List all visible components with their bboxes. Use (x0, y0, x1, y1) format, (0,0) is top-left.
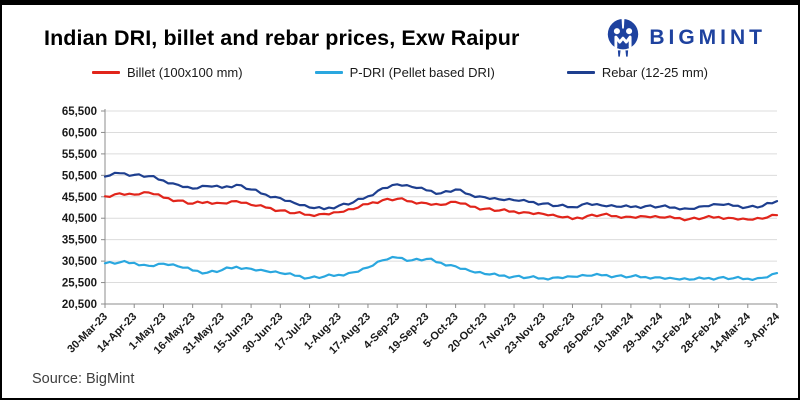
legend-swatch-pdri (314, 71, 343, 74)
series-line-p-dri (103, 255, 779, 281)
legend-item-rebar: Rebar (12-25 mm) (566, 65, 709, 80)
y-tick-label: 55,500 (62, 149, 97, 161)
legend-label: Billet (100x100 mm) (126, 65, 243, 80)
y-tick-label: 45,500 (62, 192, 97, 204)
chart-title: Indian DRI, billet and rebar prices, Exw… (44, 26, 520, 50)
y-tick-label: 30,500 (62, 256, 97, 268)
bigmint-logo-text: BIGMINT (649, 26, 766, 49)
y-tick-label: 40,500 (62, 213, 97, 225)
series-line-rebar (103, 171, 779, 211)
series-line-billet (103, 191, 779, 222)
legend-label: Rebar (12-25 mm) (601, 65, 709, 80)
y-tick-label: 65,500 (62, 106, 97, 118)
bigmint-logo-icon (608, 18, 639, 57)
legend-item-billet: Billet (100x100 mm) (91, 65, 243, 80)
bigmint-logo: BIGMINT (604, 16, 766, 60)
y-tick-label: 20,500 (62, 299, 97, 311)
source-note: Source: BigMint (32, 371, 135, 387)
y-tick-label: 50,500 (62, 170, 97, 182)
y-tick-label: 35,500 (62, 235, 97, 247)
price-chart: 65,500 60,500 55,500 50,500 45,500 40,500 35,5… (62, 106, 783, 357)
legend-label: P-DRI (Pellet based DRI) (349, 65, 495, 80)
y-tick-label: 25,500 (62, 278, 97, 290)
legend-swatch-rebar (566, 71, 595, 74)
chart-legend: Billet (100x100 mm) P-DRI (Pellet based … (2, 65, 798, 80)
y-tick-label: 60,500 (62, 127, 97, 139)
legend-swatch-billet (91, 71, 120, 74)
legend-item-pdri: P-DRI (Pellet based DRI) (314, 65, 495, 80)
